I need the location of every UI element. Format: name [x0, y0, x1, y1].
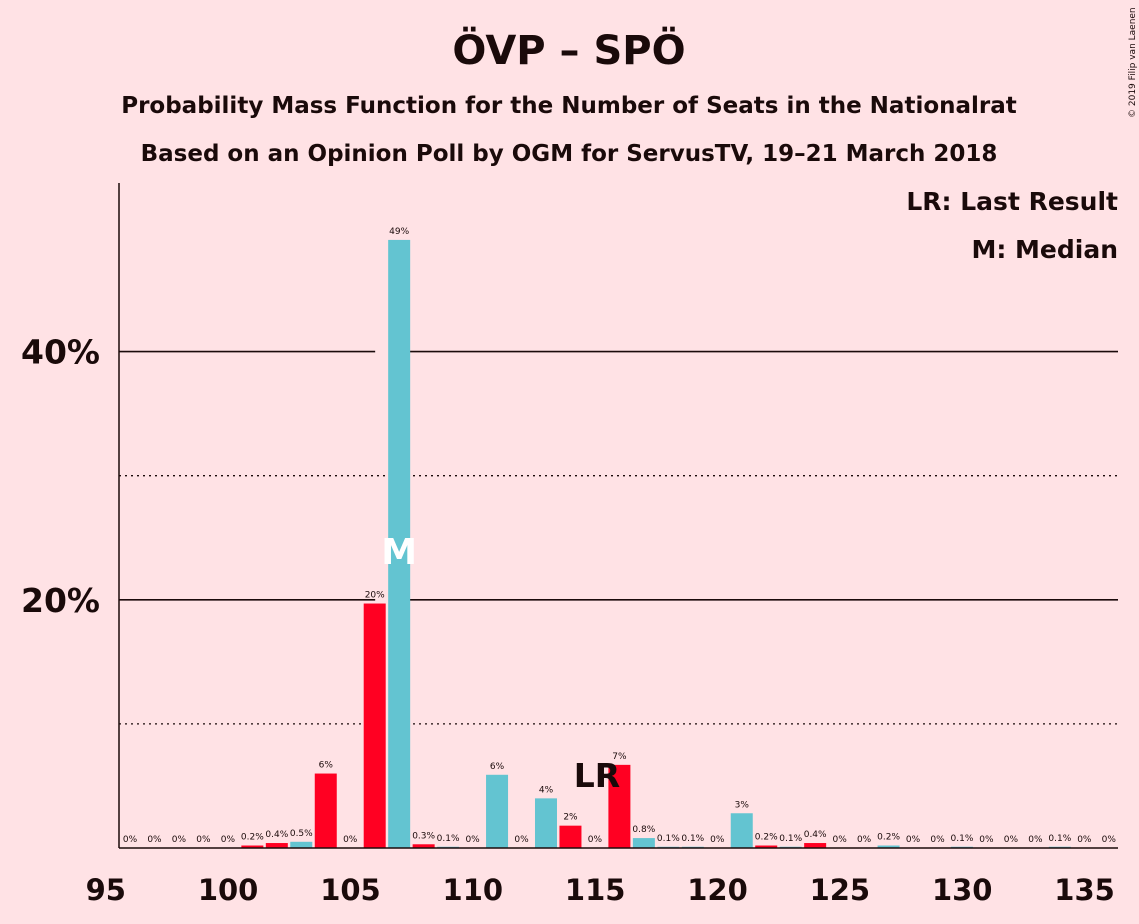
legend-median: M: Median	[971, 235, 1118, 264]
bar	[559, 825, 582, 848]
bar-value-label: 0%	[1077, 835, 1092, 845]
legend-last-result: LR: Last Result	[906, 187, 1118, 216]
chart-subtitle-2: Based on an Opinion Poll by OGM for Serv…	[141, 141, 998, 167]
gridline-gap	[375, 349, 390, 354]
bar	[363, 603, 386, 848]
bar-value-label: 0%	[172, 835, 187, 845]
bar	[755, 845, 778, 848]
x-tick-label: 130	[932, 873, 993, 907]
bar-value-label: 0.1%	[437, 834, 460, 844]
bars	[241, 239, 1071, 848]
bar-value-label: 0%	[930, 835, 945, 845]
bar-value-label: 0.1%	[1048, 834, 1071, 844]
x-tick-label: 125	[810, 873, 871, 907]
median-marker: M	[381, 532, 417, 573]
bar-value-label: 20%	[365, 591, 385, 601]
bar-value-label: 0.4%	[265, 830, 288, 840]
bar	[804, 843, 827, 848]
bar-value-label: 0%	[465, 835, 480, 845]
bar	[265, 843, 288, 848]
bar-value-label: 7%	[612, 752, 627, 762]
x-tick-label: 110	[443, 873, 504, 907]
bar-value-label: 0.1%	[779, 834, 802, 844]
x-tick-label: 135	[1054, 873, 1115, 907]
bar-value-label: 0%	[221, 835, 236, 845]
bar-value-label: 0.5%	[290, 829, 313, 839]
bar-value-label: 0%	[832, 835, 847, 845]
bar	[632, 838, 655, 848]
bar-value-label: 0%	[196, 835, 211, 845]
bar-value-label: 0%	[1004, 835, 1019, 845]
bar	[290, 841, 313, 848]
bar-value-label: 0%	[514, 835, 529, 845]
bar-value-label: 0.1%	[951, 834, 974, 844]
gridline-gap	[375, 597, 390, 602]
bar-value-label: 0.3%	[412, 831, 435, 841]
bar	[534, 798, 557, 848]
bar	[877, 845, 900, 848]
bar-value-label: 0.1%	[657, 834, 680, 844]
bar-value-label: 0.1%	[681, 834, 704, 844]
last-result-marker: LR	[574, 756, 620, 795]
bar-value-label: 0%	[147, 835, 162, 845]
bar-value-label: 0.2%	[241, 833, 264, 843]
bar	[486, 774, 509, 848]
x-tick-label: 100	[198, 873, 259, 907]
copyright-note: © 2019 Filip van Laenen	[1128, 7, 1138, 118]
bar-value-label: 0%	[1102, 835, 1117, 845]
bar	[241, 845, 264, 848]
x-tick-label: 120	[687, 873, 748, 907]
y-tick-label: 20%	[21, 581, 100, 620]
bar-value-label: 4%	[539, 785, 554, 795]
y-tick-labels: 20% 40%	[21, 333, 100, 620]
bar	[608, 764, 631, 848]
bar-value-label: 0%	[1028, 835, 1043, 845]
bar	[412, 844, 435, 848]
bar	[730, 813, 753, 848]
bar-value-label: 0%	[906, 835, 921, 845]
gridlines	[119, 349, 1118, 725]
bar-value-label: 6%	[490, 762, 505, 772]
bar	[388, 239, 411, 848]
x-tick-label: 95	[86, 873, 126, 907]
x-tick-labels: 95 100 105 110 115 120 125 130 135	[86, 873, 1115, 907]
bar-value-label: 0.2%	[877, 833, 900, 843]
bar-value-label: 0%	[123, 835, 138, 845]
x-tick-label: 105	[320, 873, 381, 907]
bar-value-label: 0%	[343, 835, 358, 845]
bar-value-label: 0.4%	[804, 830, 827, 840]
bar-value-label: 49%	[389, 227, 409, 237]
bar-value-label: 0%	[710, 835, 725, 845]
bar-value-label: 0.2%	[755, 833, 778, 843]
chart-subtitle-1: Probability Mass Function for the Number…	[121, 93, 1017, 119]
bar-value-label: 0%	[588, 835, 603, 845]
bar-value-label: 0.8%	[632, 825, 655, 835]
data-labels: 0% 0% 0% 0% 0% 0.2% 0.4% 0.5%6%0%20%49%0.3% 0.1%…	[123, 227, 1117, 845]
bar-value-label: 2%	[563, 813, 578, 823]
bar-value-label: 3%	[735, 800, 750, 810]
bar-value-label: 6%	[319, 761, 334, 771]
bar-value-label: 0%	[857, 835, 872, 845]
chart-title: ÖVP – SPÖ	[452, 26, 685, 74]
bar	[314, 773, 337, 848]
x-tick-label: 115	[565, 873, 626, 907]
y-tick-label: 40%	[21, 333, 100, 372]
bar-value-label: 0%	[979, 835, 994, 845]
